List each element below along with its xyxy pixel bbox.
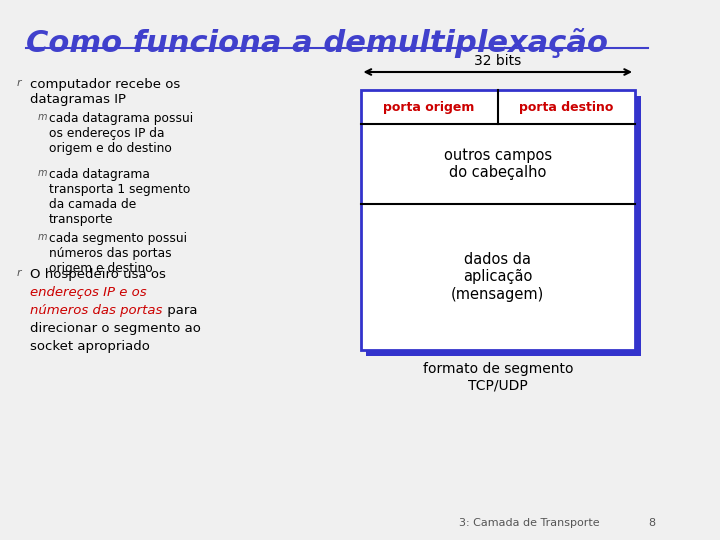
Text: outros campos
do cabeçalho: outros campos do cabeçalho xyxy=(444,148,552,180)
Text: formato de segmento
TCP/UDP: formato de segmento TCP/UDP xyxy=(423,362,573,392)
Text: cada segmento possui
números das portas
origem e destino: cada segmento possui números das portas … xyxy=(49,232,186,275)
Text: 3: Camada de Transporte: 3: Camada de Transporte xyxy=(459,518,600,528)
Text: cada datagrama possui
os endereços IP da
origem e do destino: cada datagrama possui os endereços IP da… xyxy=(49,112,193,155)
Text: socket apropriado: socket apropriado xyxy=(30,340,150,353)
Text: porta origem: porta origem xyxy=(384,100,475,113)
Text: direcionar o segmento ao: direcionar o segmento ao xyxy=(30,322,201,335)
Text: O hospedeiro usa os: O hospedeiro usa os xyxy=(30,268,166,281)
Text: 32 bits: 32 bits xyxy=(474,54,521,68)
Text: para: para xyxy=(163,304,197,317)
Text: m: m xyxy=(37,168,47,178)
Text: computador recebe os
datagramas IP: computador recebe os datagramas IP xyxy=(30,78,180,106)
Text: números das portas: números das portas xyxy=(30,304,162,317)
Bar xyxy=(361,90,635,350)
Text: cada datagrama
transporta 1 segmento
da camada de
transporte: cada datagrama transporta 1 segmento da … xyxy=(49,168,190,226)
Text: r: r xyxy=(17,78,22,88)
Text: m: m xyxy=(37,112,47,122)
Text: r: r xyxy=(17,268,22,278)
Text: dados da
aplicação
(mensagem): dados da aplicação (mensagem) xyxy=(451,252,544,302)
Bar xyxy=(366,96,641,356)
Text: 8: 8 xyxy=(649,518,656,528)
Text: porta destino: porta destino xyxy=(519,100,613,113)
Text: Como funciona a demultiplexação: Como funciona a demultiplexação xyxy=(26,28,608,58)
Text: endereços IP e os: endereços IP e os xyxy=(30,286,147,299)
Text: m: m xyxy=(37,232,47,242)
